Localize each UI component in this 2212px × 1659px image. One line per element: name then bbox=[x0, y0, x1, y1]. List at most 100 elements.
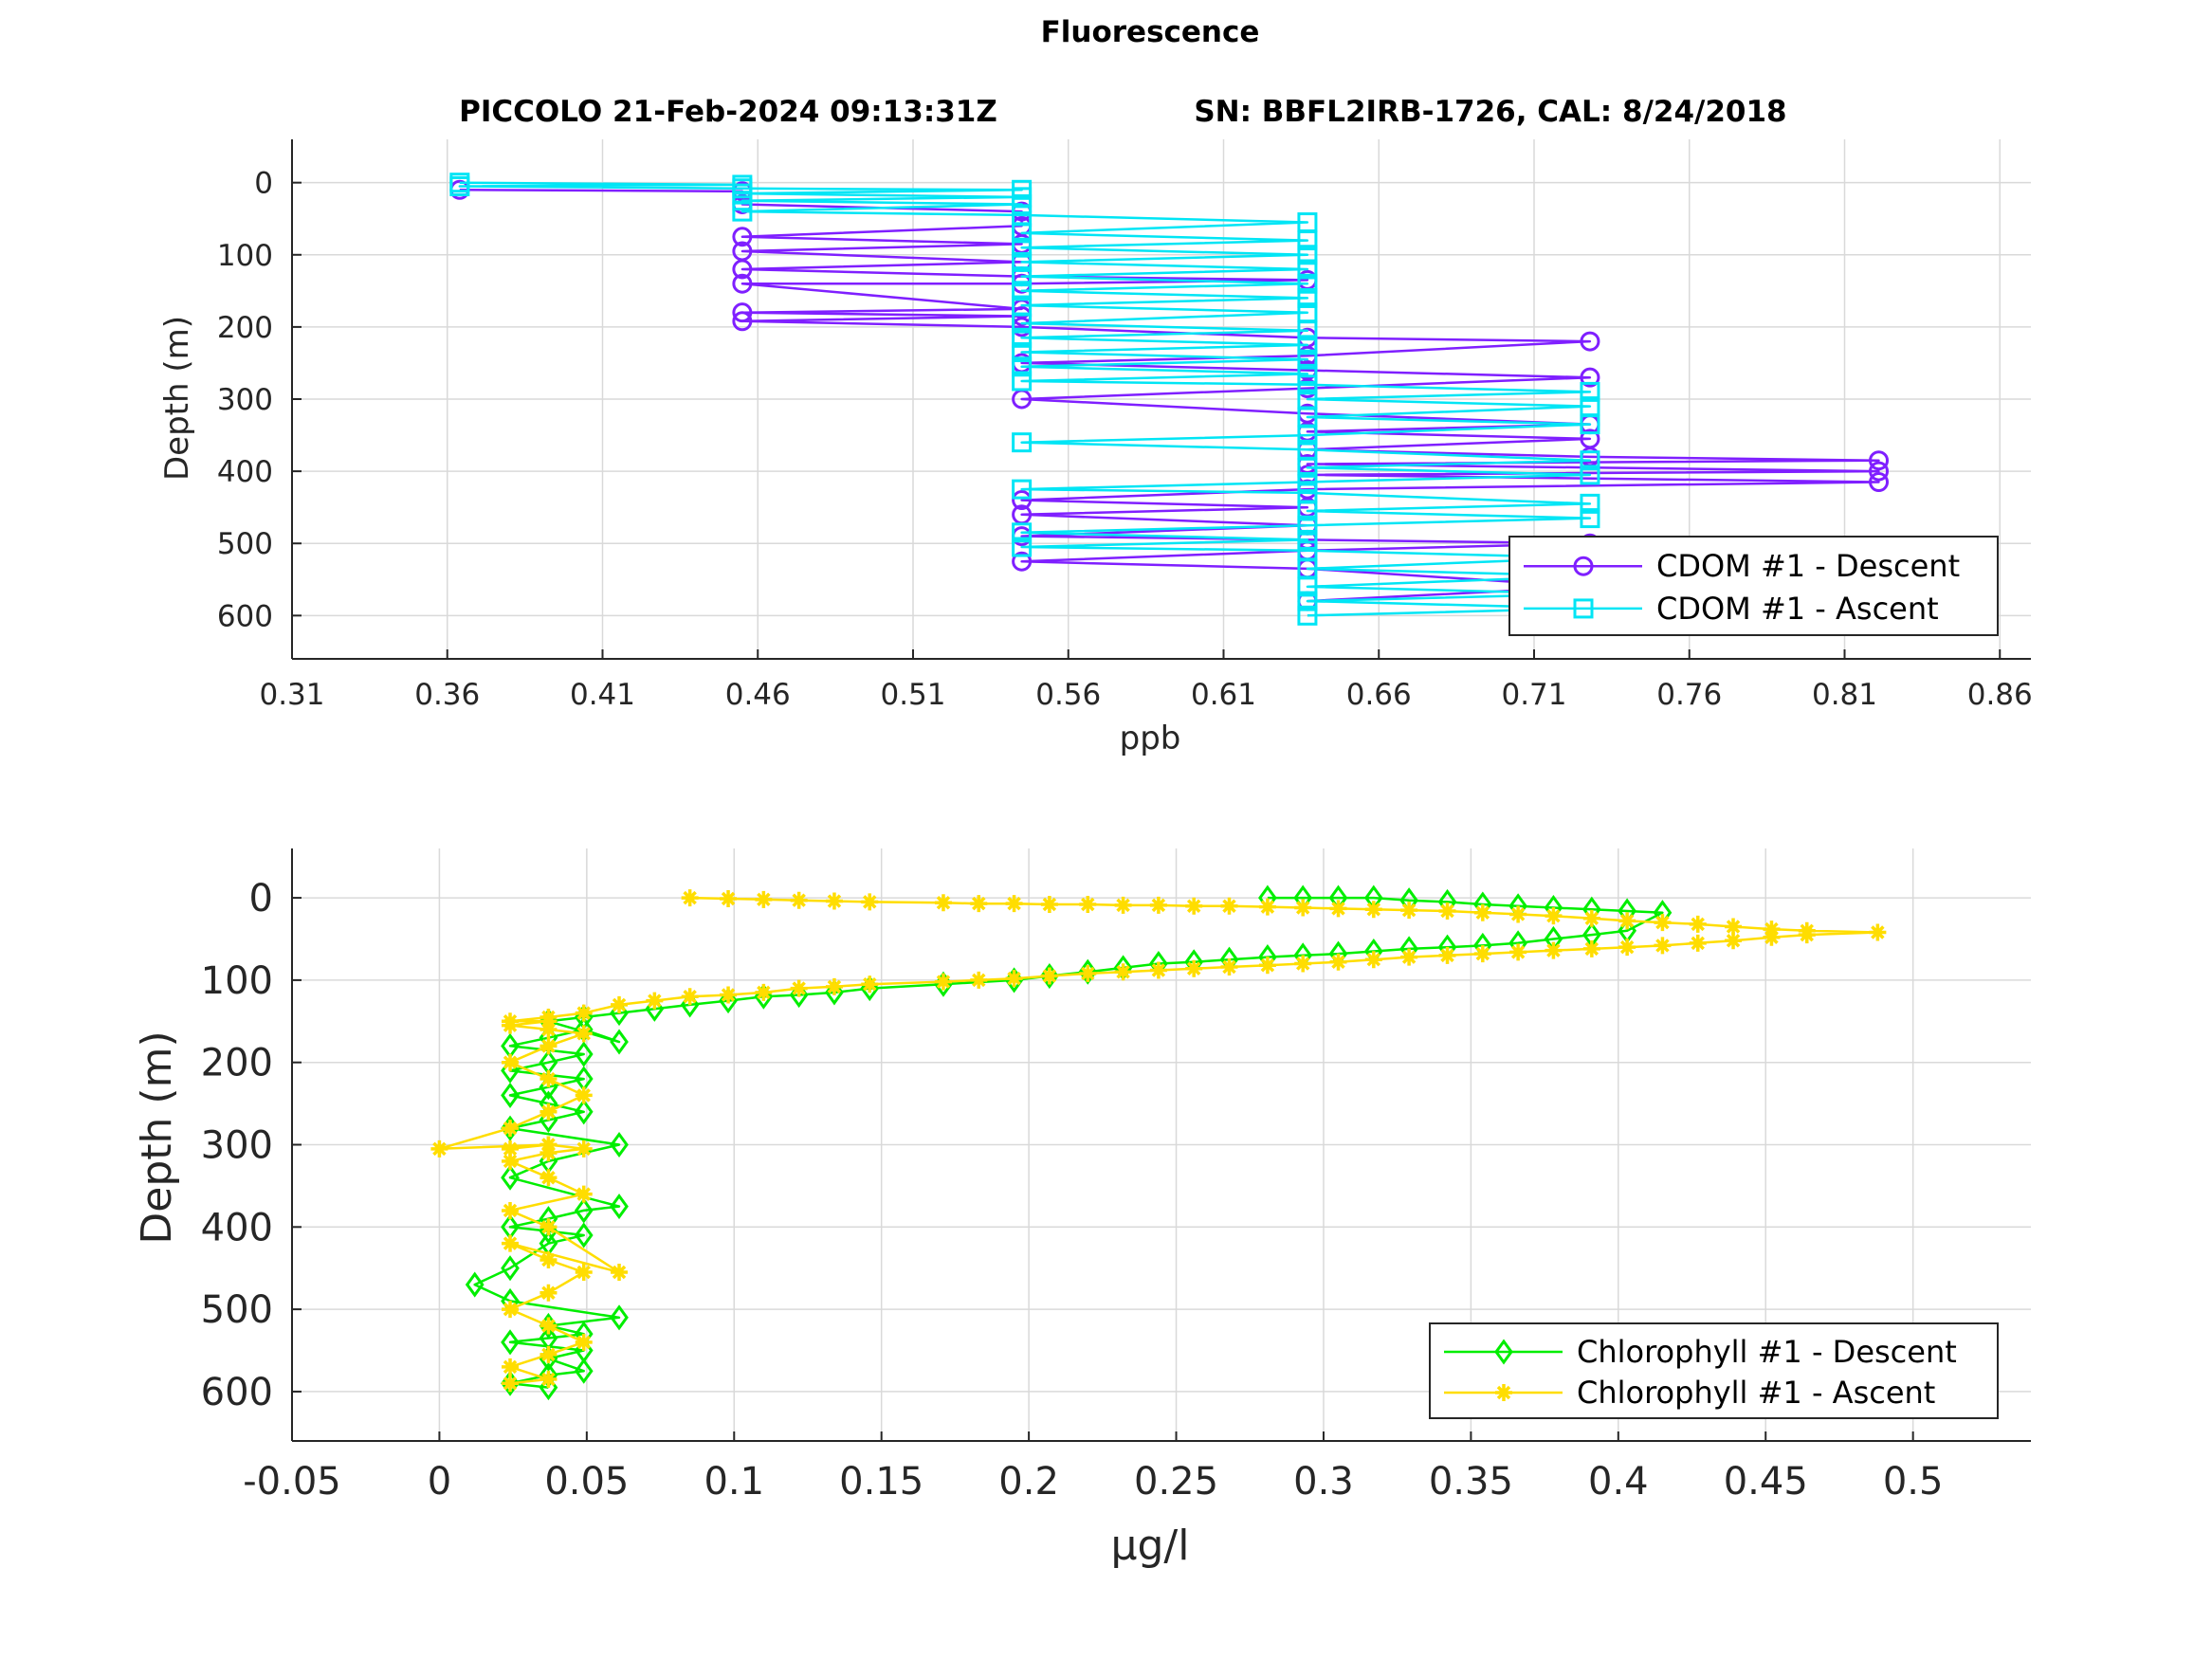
p1-data-point bbox=[1580, 367, 1600, 388]
p2-data-point bbox=[719, 988, 738, 1014]
p1-data-point bbox=[1297, 374, 1318, 395]
p1-data-point bbox=[1012, 179, 1033, 200]
p2-data-point bbox=[1725, 918, 1743, 936]
p1-data-point bbox=[1580, 396, 1600, 417]
p2-data-point bbox=[646, 992, 664, 1010]
p1-data-point bbox=[1869, 472, 1890, 493]
p1-data-point bbox=[1297, 540, 1318, 561]
p2-data-point bbox=[502, 1120, 520, 1138]
p2-data-point bbox=[1473, 945, 1491, 963]
p1-data-point bbox=[1580, 493, 1600, 514]
p2-y-tick-label: 300 bbox=[201, 1124, 273, 1168]
p2-y-tick-label: 600 bbox=[201, 1371, 273, 1414]
p1-data-point bbox=[1297, 363, 1318, 384]
p2-data-point bbox=[681, 889, 699, 907]
p2-data-point bbox=[1689, 934, 1707, 952]
p2-data-point bbox=[1258, 957, 1276, 975]
p1-data-point bbox=[1012, 237, 1033, 258]
p2-data-point bbox=[539, 1103, 558, 1121]
cdom-chart: 0.31 0.36 0.41 0.46 0.51 0.56 0.61 0.66 0.71 0.76… bbox=[158, 139, 2033, 757]
p2-data-point bbox=[1294, 899, 1312, 917]
p2-data-point bbox=[1725, 932, 1743, 950]
p2-legend-box bbox=[1429, 1322, 1999, 1419]
p2-data-point bbox=[1654, 937, 1672, 955]
p2-data-point bbox=[1798, 921, 1816, 939]
p2-data-point bbox=[575, 1086, 593, 1104]
p1-data-point bbox=[1869, 450, 1890, 471]
p2-data-point bbox=[1149, 961, 1167, 979]
p2-data-point bbox=[610, 1304, 629, 1331]
p2-legend-label: Chlorophyll #1 - Ascent bbox=[1577, 1375, 1935, 1411]
p2-data-point bbox=[610, 1029, 629, 1055]
p1-data-point bbox=[1012, 537, 1033, 557]
chlorophyll-chart: -0.05 0 0.05 0.1 0.15 0.2 0.25 0.3 0.35 0.4 0.45 0.… bbox=[133, 848, 2031, 1570]
p2-data-point bbox=[610, 1194, 629, 1220]
p1-data-point bbox=[1297, 483, 1318, 503]
p1-y-tick-label: 200 bbox=[217, 311, 273, 345]
p2-data-point bbox=[539, 1037, 558, 1055]
p1-data-point bbox=[1297, 245, 1318, 265]
cdom-legend: CDOM #1 - Descent CDOM #1 - Ascent bbox=[1508, 536, 1999, 636]
p2-data-point bbox=[539, 1317, 558, 1335]
p1-legend-box bbox=[1508, 536, 1999, 636]
p1-data-point bbox=[1012, 479, 1033, 500]
p2-data-point bbox=[575, 1333, 593, 1351]
cdom-axes: 0.31 0.36 0.41 0.46 0.51 0.56 0.61 0.66 0.71 0.76… bbox=[217, 139, 2033, 712]
p1-y-tick-label: 0 bbox=[254, 167, 273, 201]
p1-data-point bbox=[1297, 212, 1318, 233]
p2-x-tick-label: 0.35 bbox=[1429, 1460, 1513, 1504]
p2-data-point bbox=[720, 889, 738, 907]
p2-data-point bbox=[1079, 964, 1097, 982]
p2-y-tick-label: 400 bbox=[201, 1206, 273, 1249]
p1-data-point bbox=[1297, 273, 1318, 294]
p2-x-tick-label: 0.45 bbox=[1724, 1460, 1808, 1504]
p1-data-point bbox=[1012, 281, 1033, 301]
p2-data-point bbox=[1869, 923, 1887, 941]
p1-x-tick-label: 0.31 bbox=[259, 678, 324, 712]
p1-legend-label: CDOM #1 - Descent bbox=[1656, 548, 1960, 584]
p1-data-point bbox=[1012, 522, 1033, 543]
cdom-x-axis-label: ppb bbox=[1120, 720, 1181, 757]
p2-x-tick-label: 0.1 bbox=[704, 1460, 764, 1504]
p2-data-point bbox=[1582, 939, 1600, 957]
p1-data-point bbox=[1297, 349, 1318, 370]
p1-x-tick-label: 0.81 bbox=[1812, 678, 1877, 712]
p2-data-point bbox=[574, 1197, 594, 1224]
p2-data-point bbox=[1438, 946, 1456, 964]
p2-data-point bbox=[574, 1222, 594, 1249]
p2-legend-marker bbox=[1495, 1384, 1512, 1401]
p2-data-point bbox=[1005, 895, 1023, 913]
p2-x-tick-label: 0.5 bbox=[1883, 1460, 1944, 1504]
p2-data-point bbox=[825, 979, 844, 1006]
p1-data-point bbox=[1297, 439, 1318, 460]
p2-data-point bbox=[611, 995, 629, 1013]
p1-data-point bbox=[1297, 335, 1318, 356]
cdom-y-axis-label: Depth (m) bbox=[158, 316, 196, 481]
p1-y-tick-label: 300 bbox=[217, 383, 273, 417]
p1-data-point bbox=[1580, 465, 1600, 485]
p1-x-tick-label: 0.61 bbox=[1191, 678, 1256, 712]
p2-data-point bbox=[970, 895, 988, 913]
p2-data-point bbox=[574, 1099, 594, 1125]
p2-data-point bbox=[501, 1164, 520, 1191]
p1-x-tick-label: 0.36 bbox=[414, 678, 480, 712]
p1-data-point bbox=[1012, 327, 1033, 348]
p2-legend-marker bbox=[1494, 1339, 1513, 1365]
p2-data-point bbox=[501, 1082, 520, 1108]
p1-data-point bbox=[1012, 266, 1033, 287]
p2-data-point bbox=[825, 892, 843, 910]
p2-y-tick-label: 500 bbox=[201, 1288, 273, 1332]
p2-data-point bbox=[502, 1012, 520, 1030]
p2-data-point bbox=[611, 1264, 629, 1282]
p2-data-point bbox=[861, 975, 879, 994]
p2-data-point bbox=[574, 1041, 594, 1067]
p2-data-point bbox=[610, 1131, 629, 1158]
p1-x-tick-label: 0.41 bbox=[570, 678, 635, 712]
p1-data-point bbox=[1012, 371, 1033, 392]
p2-data-point bbox=[861, 893, 879, 911]
p1-data-point bbox=[1012, 432, 1033, 453]
p2-data-point bbox=[502, 1358, 520, 1376]
p2-data-point bbox=[501, 1329, 520, 1356]
p1-series-line-0 bbox=[459, 189, 1880, 603]
